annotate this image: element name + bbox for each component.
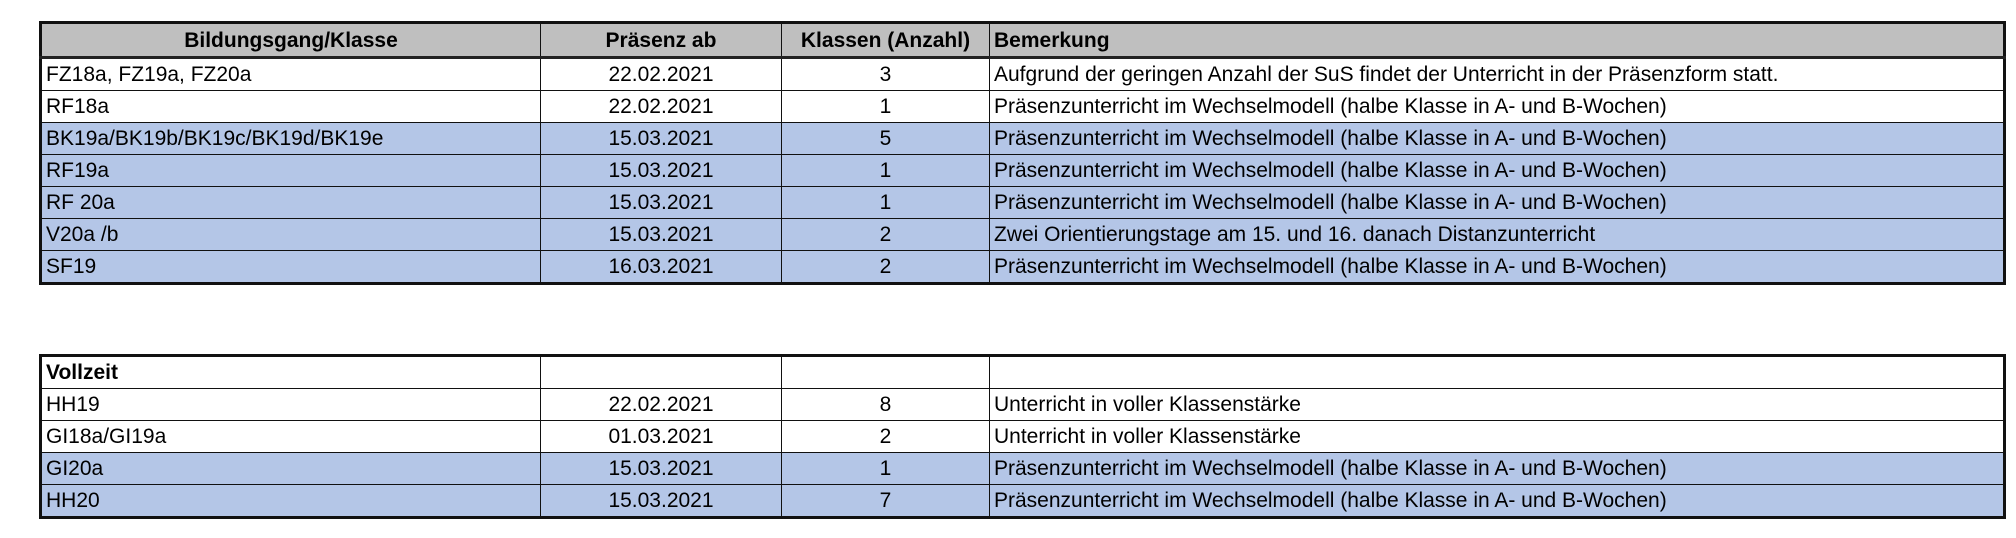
header-bemerkung: Bemerkung [989,22,2005,59]
empty-cell [540,355,782,389]
cell-anzahl: 2 [781,250,990,284]
cell-bemerkung: Präsenzunterricht im Wechselmodell (halb… [989,154,2005,187]
cell-datum: 01.03.2021 [540,420,782,453]
table-row: RF18a 22.02.2021 1 Präsenzunterricht im Wec… [40,90,2005,123]
header-row: Bildungsgang/Klasse Präsenz ab Klassen (… [40,22,2005,59]
cell-bemerkung: Zwei Orientierungstage am 15. und 16. da… [989,218,2005,251]
schedule-table: Bildungsgang/Klasse Präsenz ab Klassen (… [39,21,2006,285]
cell-anzahl: 1 [781,154,990,187]
empty-cell [781,355,990,389]
table-row: HH19 22.02.2021 8 Unterricht in voller Klas… [40,388,2005,421]
cell-klasse: V20a /b [40,218,541,251]
cell-datum: 22.02.2021 [540,57,782,91]
header-anzahl: Klassen (Anzahl) [781,22,990,59]
cell-bemerkung: Präsenzunterricht im Wechselmodell (halb… [989,90,2005,123]
cell-bemerkung: Präsenzunterricht im Wechselmodell (halb… [989,250,2005,284]
cell-bemerkung: Unterricht in voller Klassenstärke [989,388,2005,421]
cell-anzahl: 1 [781,186,990,219]
cell-klasse: GI18a/GI19a [40,420,541,453]
table-row: RF19a 15.03.2021 1 Präsenzunterricht im Wec… [40,154,2005,187]
cell-anzahl: 1 [781,452,990,485]
cell-klasse: BK19a/BK19b/BK19c/BK19d/BK19e [40,122,541,155]
table-row: FZ18a, FZ19a, FZ20a 22.02.2021 3 Aufgrund d… [40,57,2005,91]
cell-datum: 15.03.2021 [540,218,782,251]
cell-datum: 22.02.2021 [540,388,782,421]
cell-bemerkung: Präsenzunterricht im Wechselmodell (halb… [989,484,2005,518]
cell-anzahl: 2 [781,420,990,453]
cell-datum: 15.03.2021 [540,154,782,187]
cell-bemerkung: Präsenzunterricht im Wechselmodell (halb… [989,186,2005,219]
vollzeit-table: Vollzeit HH19 22.02.2021 8 Unterricht in vo… [39,354,2006,519]
cell-anzahl: 8 [781,388,990,421]
cell-datum: 16.03.2021 [540,250,782,284]
section-title: Vollzeit [40,355,541,389]
cell-klasse: HH20 [40,484,541,518]
cell-datum: 22.02.2021 [540,90,782,123]
cell-anzahl: 5 [781,122,990,155]
table-row: BK19a/BK19b/BK19c/BK19d/BK19e 15.03.2021 5… [40,122,2005,155]
cell-datum: 15.03.2021 [540,484,782,518]
cell-klasse: FZ18a, FZ19a, FZ20a [40,57,541,91]
empty-cell [989,355,2005,389]
cell-anzahl: 3 [781,57,990,91]
cell-bemerkung: Unterricht in voller Klassenstärke [989,420,2005,453]
cell-anzahl: 2 [781,218,990,251]
cell-datum: 15.03.2021 [540,122,782,155]
cell-anzahl: 1 [781,90,990,123]
cell-datum: 15.03.2021 [540,186,782,219]
cell-bemerkung: Aufgrund der geringen Anzahl der SuS fin… [989,57,2005,91]
cell-klasse: RF18a [40,90,541,123]
cell-klasse: RF 20a [40,186,541,219]
cell-datum: 15.03.2021 [540,452,782,485]
cell-klasse: HH19 [40,388,541,421]
table-row: HH20 15.03.2021 7 Präsenzunterricht im Wech… [40,484,2005,518]
cell-anzahl: 7 [781,484,990,518]
header-klasse: Bildungsgang/Klasse [40,22,541,59]
cell-klasse: GI20a [40,452,541,485]
cell-klasse: SF19 [40,250,541,284]
table-row: V20a /b 15.03.2021 2 Zwei Orientierungstage… [40,218,2005,251]
table-row: RF 20a 15.03.2021 1 Präsenzunterricht im We… [40,186,2005,219]
cell-bemerkung: Präsenzunterricht im Wechselmodell (halb… [989,122,2005,155]
table-row: GI20a 15.03.2021 1 Präsenzunterricht im Wec… [40,452,2005,485]
cell-bemerkung: Präsenzunterricht im Wechselmodell (halb… [989,452,2005,485]
table-row: GI18a/GI19a 01.03.2021 2 Unterricht in voll… [40,420,2005,453]
table-row: SF19 16.03.2021 2 Präsenzunterricht im Wech… [40,250,2005,284]
section-row: Vollzeit [40,355,2005,389]
cell-klasse: RF19a [40,154,541,187]
header-praesenz-ab: Präsenz ab [540,22,782,59]
